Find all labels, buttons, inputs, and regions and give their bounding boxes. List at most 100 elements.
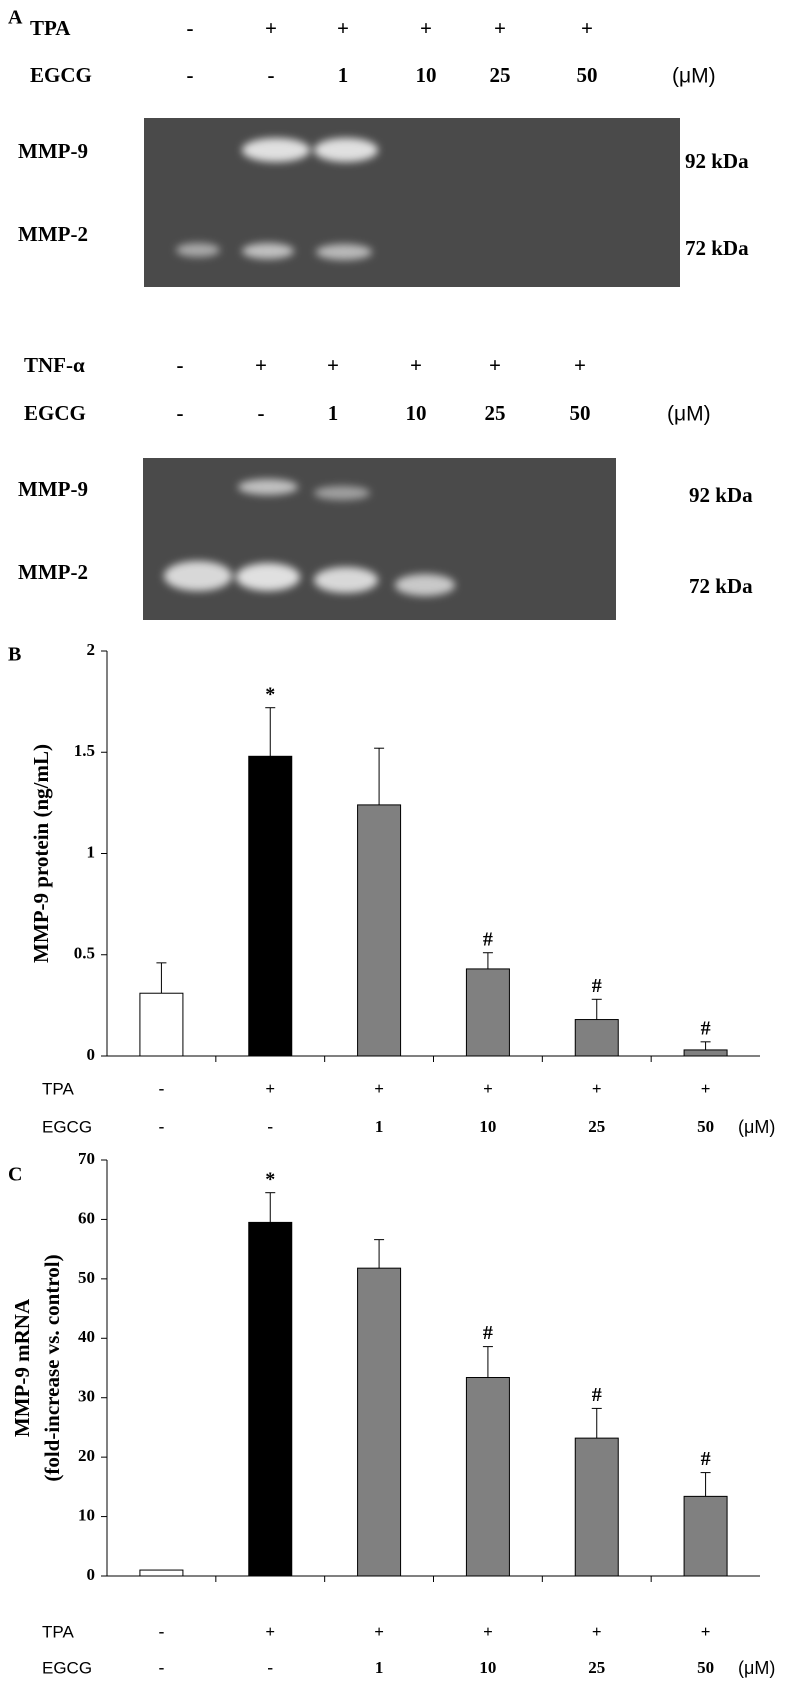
bar (683, 1049, 728, 1057)
y-tick-label: 1 (87, 842, 96, 861)
treatment-label: + (483, 1079, 493, 1098)
bar (139, 992, 184, 1057)
treatment-label: + (265, 1079, 275, 1098)
bar (465, 968, 510, 1057)
band-label: MMP-2 (18, 560, 88, 584)
unit-label: (μM) (667, 403, 711, 426)
bar (574, 1437, 619, 1577)
treatment-label: 25 (588, 1658, 605, 1677)
y-axis-label: MMP-9 mRNA (10, 1298, 34, 1437)
treatment-label: 25 (490, 63, 511, 87)
treatment-label: 10 (479, 1658, 496, 1677)
treatment-label: - (159, 1117, 165, 1136)
bar (139, 1569, 184, 1577)
gel-image (144, 118, 680, 287)
treatment-label: - (177, 353, 184, 377)
treatment-label: + (255, 353, 267, 377)
treatment-label: - (267, 1658, 273, 1677)
treatment-label: - (258, 401, 265, 425)
size-label: 92 kDa (689, 483, 753, 507)
treatment-label: 50 (570, 401, 591, 425)
y-tick-label: 2 (87, 640, 96, 659)
y-tick-label: 60 (78, 1208, 95, 1227)
treatment-name: TPA (42, 1079, 74, 1098)
treatment-label: 10 (406, 401, 427, 425)
bar (248, 755, 293, 1057)
significance-marker: * (265, 1168, 275, 1190)
treatment-label: + (701, 1622, 711, 1641)
treatment-label: + (374, 1622, 384, 1641)
treatment-label: + (494, 16, 506, 40)
treatment-name: EGCG (24, 401, 86, 425)
treatment-label: - (267, 1117, 273, 1136)
band-label: MMP-9 (18, 139, 88, 163)
bar (683, 1495, 728, 1577)
size-label: 72 kDa (689, 574, 753, 598)
treatment-label: + (483, 1622, 493, 1641)
band-label: MMP-9 (18, 477, 88, 501)
panel-label: A (8, 7, 23, 29)
treatment-name: EGCG (42, 1117, 92, 1136)
significance-marker: # (483, 1322, 493, 1344)
y-axis-label: MMP-9 protein (ng/mL) (29, 744, 53, 963)
y-tick-label: 50 (78, 1268, 95, 1287)
treatment-label: - (159, 1079, 165, 1098)
treatment-label: - (159, 1658, 165, 1677)
treatment-label: + (420, 16, 432, 40)
treatment-label: + (265, 1622, 275, 1641)
treatment-label: + (327, 353, 339, 377)
gel-image (143, 458, 616, 620)
treatment-name: EGCG (42, 1658, 92, 1677)
y-tick-label: 0 (87, 1565, 96, 1584)
bar (465, 1377, 510, 1577)
band-label: MMP-2 (18, 222, 88, 246)
treatment-label: + (574, 353, 586, 377)
significance-marker: # (701, 1448, 711, 1470)
significance-marker: # (701, 1017, 711, 1039)
treatment-label: 1 (375, 1117, 384, 1136)
bar (574, 1019, 619, 1057)
treatment-name: TPA (30, 16, 71, 40)
treatment-label: - (177, 401, 184, 425)
treatment-name: TNF-α (24, 353, 85, 377)
treatment-label: + (374, 1079, 384, 1098)
treatment-label: - (187, 16, 194, 40)
y-axis-label: (fold-increase vs. control) (40, 1254, 64, 1481)
panel-label: C (8, 1164, 22, 1186)
treatment-label: + (592, 1079, 602, 1098)
treatment-label: 50 (697, 1117, 714, 1136)
panel-label: B (8, 644, 21, 666)
significance-marker: * (265, 683, 275, 705)
size-label: 92 kDa (685, 149, 749, 173)
y-tick-label: 1.5 (74, 741, 95, 760)
y-tick-label: 0 (87, 1045, 96, 1064)
unit-label: (μM) (672, 65, 716, 88)
y-tick-label: 10 (78, 1505, 95, 1524)
treatment-label: + (581, 16, 593, 40)
bar (357, 1267, 402, 1577)
treatment-label: + (701, 1079, 711, 1098)
y-tick-label: 70 (78, 1149, 95, 1168)
y-tick-label: 20 (78, 1446, 95, 1465)
treatment-label: 50 (697, 1658, 714, 1677)
treatment-label: 25 (485, 401, 506, 425)
unit-label: (μM) (738, 1117, 775, 1137)
treatment-label: + (337, 16, 349, 40)
bar (357, 804, 402, 1057)
treatment-label: - (268, 63, 275, 87)
y-tick-label: 0.5 (74, 944, 95, 963)
treatment-label: 10 (479, 1117, 496, 1136)
unit-label: (μM) (738, 1658, 775, 1678)
treatment-name: EGCG (30, 63, 92, 87)
treatment-label: - (187, 63, 194, 87)
size-label: 72 kDa (685, 236, 749, 260)
treatment-label: 1 (328, 401, 339, 425)
treatment-label: + (489, 353, 501, 377)
treatment-label: - (159, 1622, 165, 1641)
treatment-label: 1 (375, 1658, 384, 1677)
y-tick-label: 40 (78, 1327, 95, 1346)
significance-marker: # (483, 928, 493, 950)
y-tick-label: 30 (78, 1387, 95, 1406)
treatment-label: + (592, 1622, 602, 1641)
